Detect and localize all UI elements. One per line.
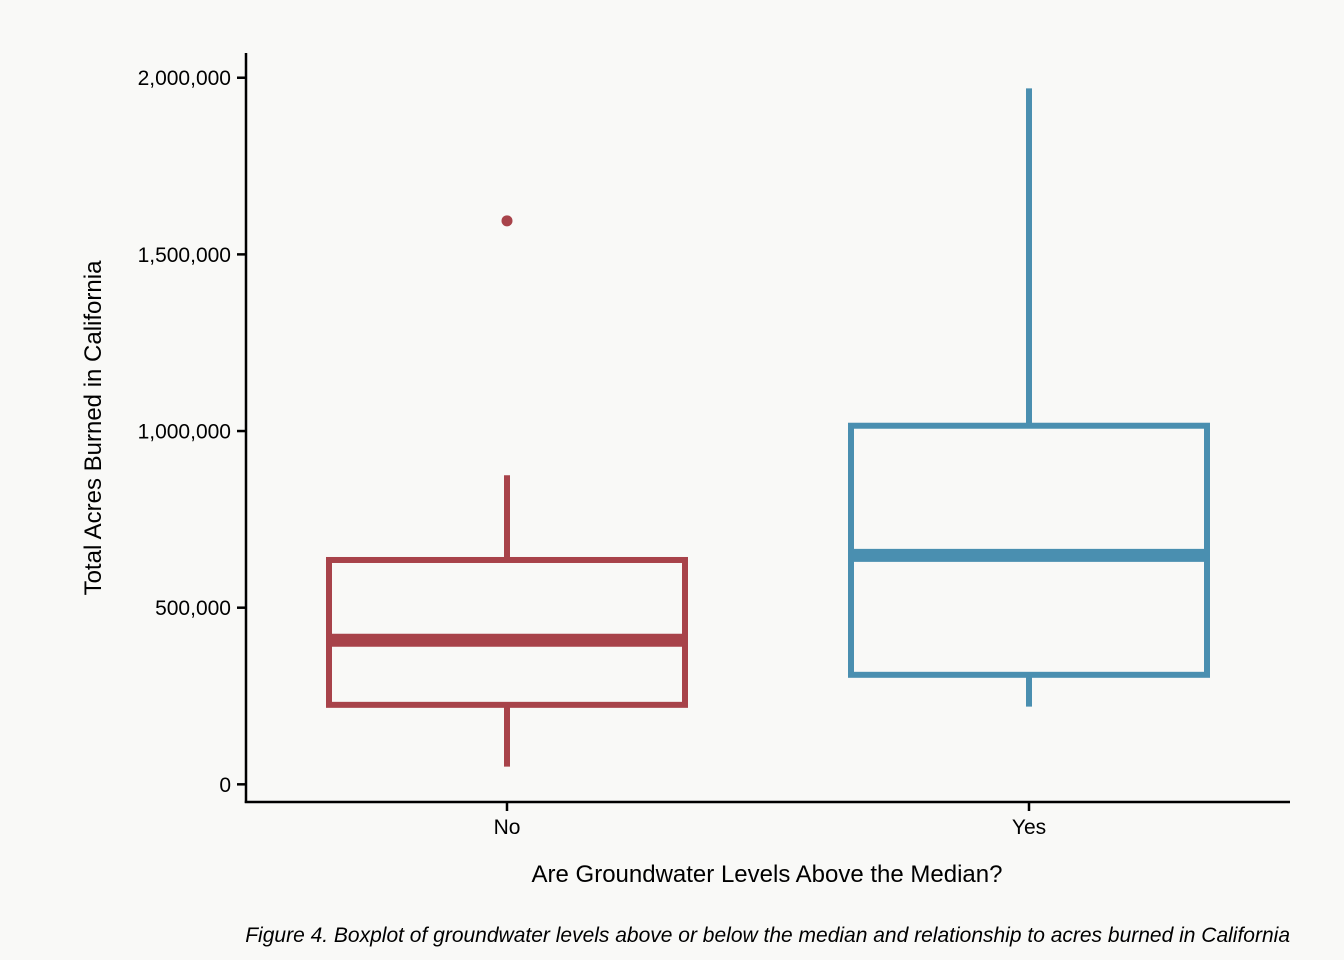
figure-caption: Figure 4. Boxplot of groundwater levels … (245, 924, 1290, 947)
y-tick-label: 1,500,000 (138, 244, 231, 267)
x-axis-ticks: No Yes (494, 802, 1046, 839)
box-no (326, 215, 688, 767)
x-axis-title: Are Groundwater Levels Above the Median? (532, 861, 1003, 888)
iqr-box (326, 556, 688, 708)
x-tick-label: Yes (1012, 816, 1046, 839)
y-tick-label: 500,000 (155, 597, 231, 620)
box-yes (848, 88, 1210, 707)
y-tick-label: 2,000,000 (138, 67, 231, 90)
plot-area (326, 88, 1210, 767)
outlier-point (501, 215, 513, 227)
y-axis-ticks: 0 500,000 1,000,000 1,500,000 2,000,000 (138, 67, 246, 797)
x-tick-label: No (494, 816, 521, 839)
y-axis-title: Total Acres Burned in California (80, 260, 107, 595)
y-tick-label: 0 (219, 774, 231, 797)
y-tick-label: 1,000,000 (138, 421, 231, 444)
